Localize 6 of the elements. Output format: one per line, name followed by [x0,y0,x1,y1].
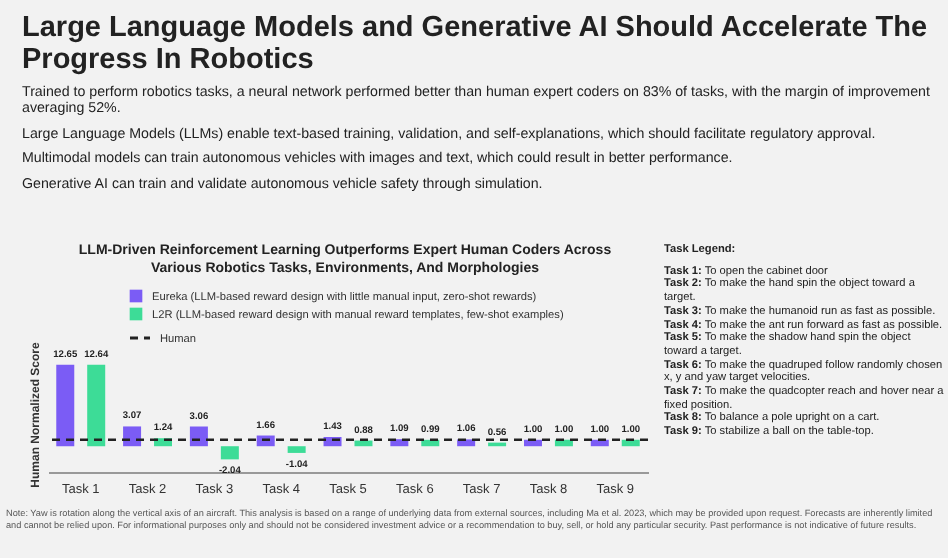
bar [87,364,106,447]
bar [220,446,239,460]
bar [287,446,306,453]
bar [56,364,75,447]
bar [123,426,142,447]
chart-title: Large Language Models and Generative AI Should Accelerate The Progress In Robotics [22,12,930,76]
